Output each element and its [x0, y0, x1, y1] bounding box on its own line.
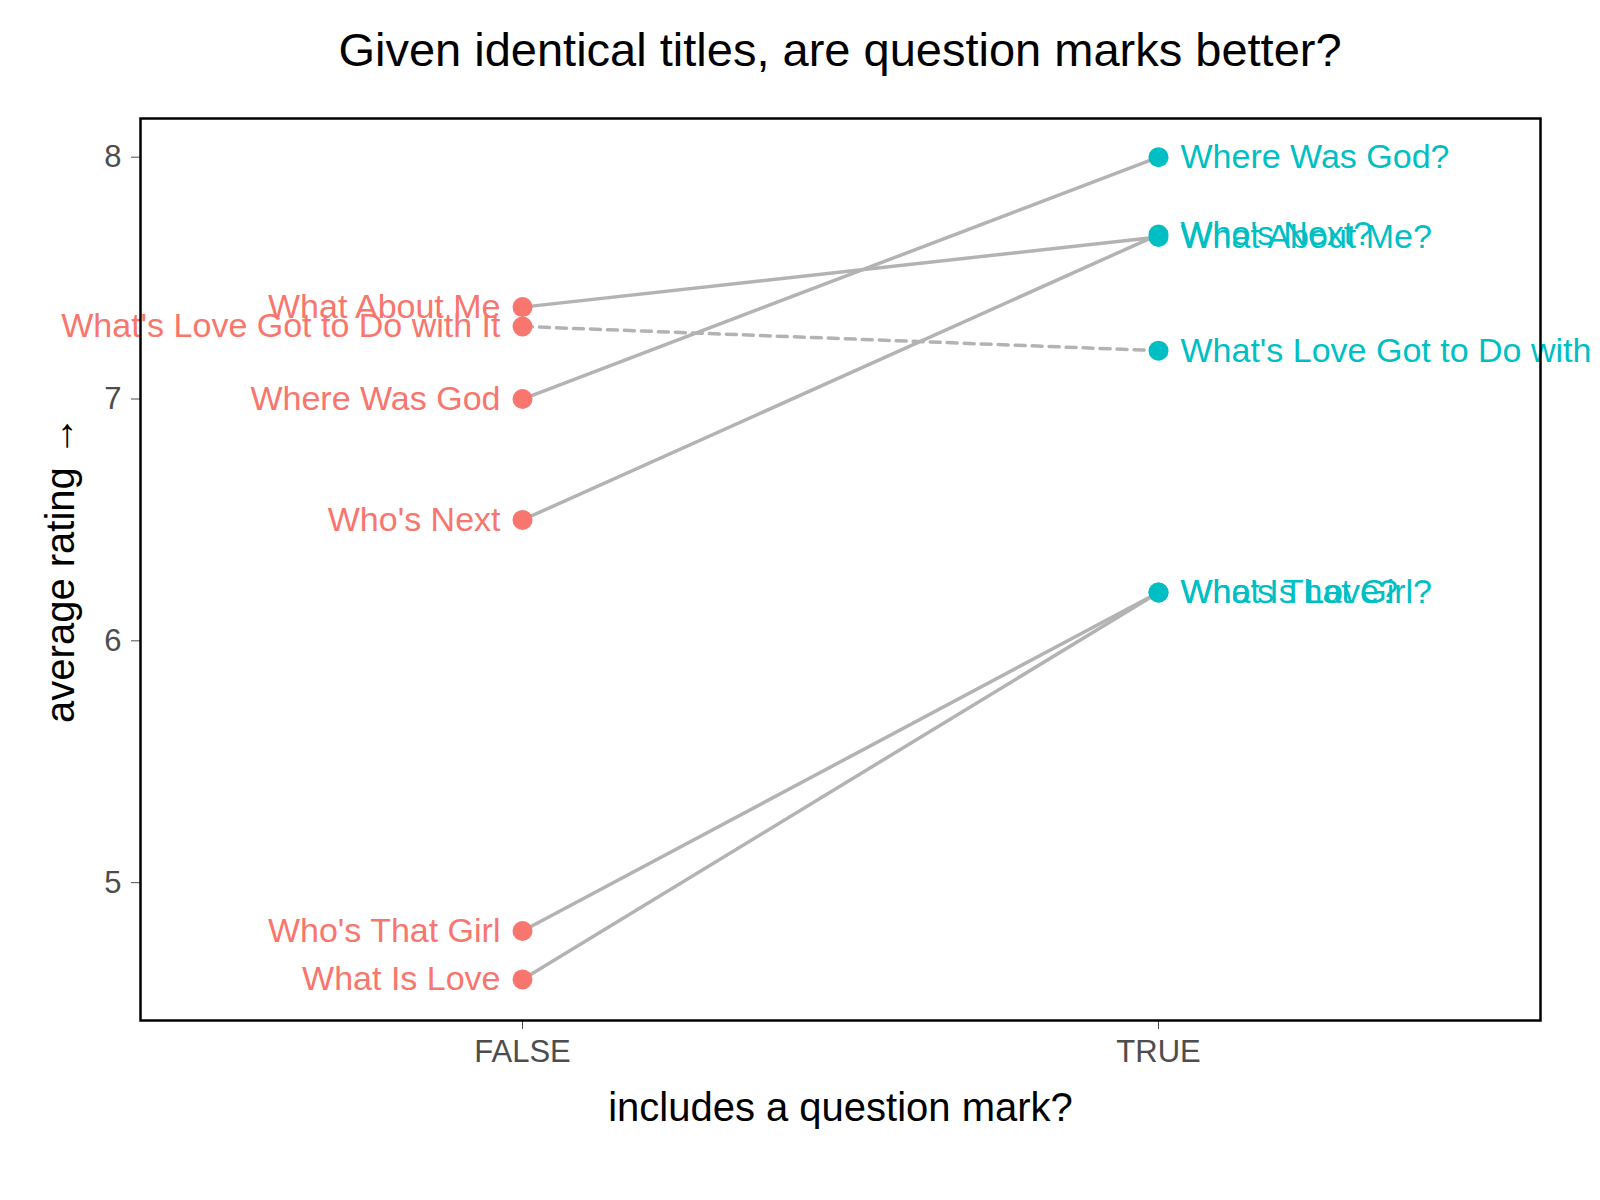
svg-text:Who's Next: Who's Next: [328, 500, 501, 538]
svg-text:What's Love Got to Do with It: What's Love Got to Do with It: [61, 306, 501, 344]
svg-text:What's Love Got to Do with It?: What's Love Got to Do with It?: [1181, 331, 1600, 369]
svg-text:What Is Love?: What Is Love?: [1181, 572, 1398, 610]
svg-text:Who's That Girl: Who's That Girl: [268, 911, 501, 949]
svg-text:6: 6: [104, 623, 121, 658]
svg-text:What Is Love: What Is Love: [302, 959, 500, 997]
svg-text:Who's Next?: Who's Next?: [1181, 214, 1373, 252]
svg-text:TRUE: TRUE: [1116, 1034, 1200, 1069]
svg-text:FALSE: FALSE: [474, 1034, 571, 1069]
svg-text:Where Was God: Where Was God: [250, 379, 500, 417]
svg-text:8: 8: [104, 139, 121, 174]
html-text:Given identical titles, are qu: Given identical titles, are question mar…: [338, 23, 1342, 76]
svg-text:Who's That Girl?: Who's That Girl?: [1181, 572, 1433, 610]
svg-text:average rating →: average rating →: [38, 416, 82, 723]
svg-text:Where Was God?: Where Was God?: [1181, 137, 1450, 175]
svg-text:5: 5: [104, 865, 121, 900]
svg-text:includes a question mark?: includes a question mark?: [608, 1085, 1073, 1129]
svg-text:7: 7: [104, 381, 121, 416]
